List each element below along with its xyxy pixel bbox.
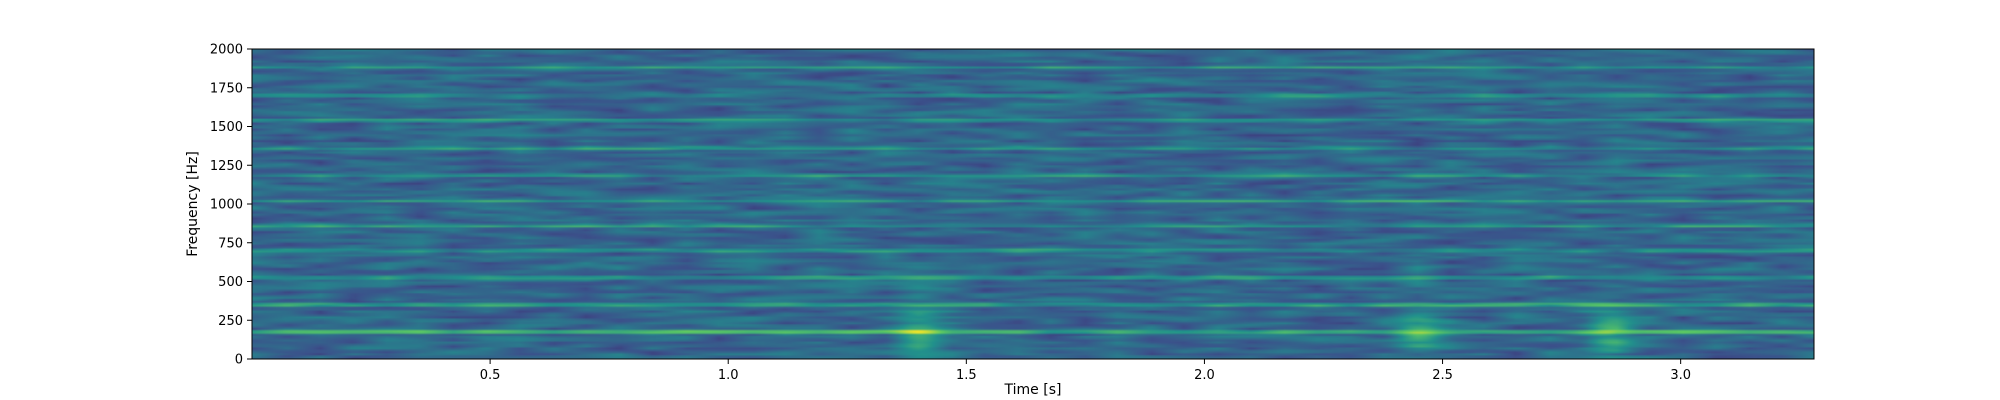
y-tick-label: 1000 — [210, 198, 243, 213]
x-tick-label: 0.5 — [480, 368, 501, 383]
y-tick-label: 250 — [218, 314, 243, 329]
x-tick-label: 2.5 — [1432, 368, 1453, 383]
y-tick-label: 0 — [235, 353, 243, 368]
spectrogram-image — [252, 49, 1814, 359]
x-tick-label: 2.0 — [1194, 368, 1215, 383]
x-tick-label: 1.5 — [956, 368, 977, 383]
y-tick-label: 750 — [218, 236, 243, 251]
x-tick-label: 3.0 — [1670, 368, 1691, 383]
y-tick-label: 1750 — [210, 81, 243, 96]
x-axis: 0.5 1.0 1.5 2.0 2.5 3.0 — [480, 359, 1691, 383]
x-axis-label: Time [s] — [1004, 382, 1062, 398]
y-axis-label: Frequency [Hz] — [185, 151, 201, 257]
y-tick-label: 1250 — [210, 159, 243, 174]
y-tick-label: 1500 — [210, 120, 243, 135]
spectrogram-heatmap — [252, 49, 1814, 359]
y-tick-label: 500 — [218, 275, 243, 290]
y-tick-label: 2000 — [210, 43, 243, 58]
x-tick-label: 1.0 — [718, 368, 739, 383]
y-axis: 0 250 500 750 1000 1250 1500 1750 2000 — [210, 43, 252, 368]
